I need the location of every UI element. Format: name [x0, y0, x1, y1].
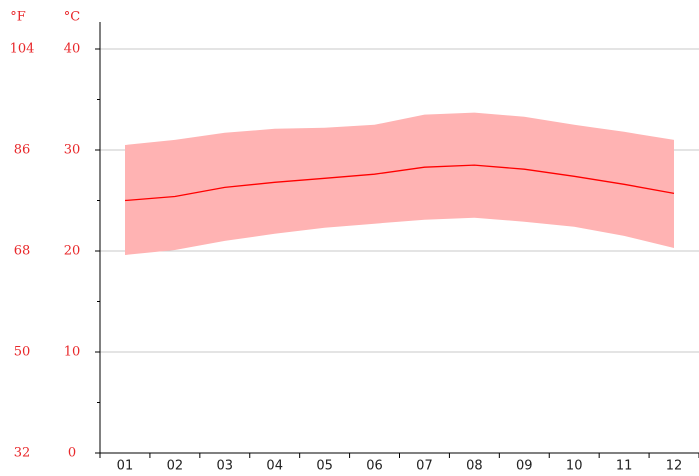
- y-tick-label: 0: [68, 446, 76, 461]
- x-tick-label: 04: [266, 459, 283, 474]
- x-tick-label: 12: [666, 459, 683, 474]
- y-tick-label: 40: [64, 42, 81, 57]
- y2-axis-label: °F: [10, 10, 26, 25]
- mean-line: [124, 164, 675, 202]
- y2-tick-label: 68: [14, 244, 31, 259]
- y2-tick-label: 50: [14, 345, 31, 360]
- y2-tick-label: 104: [10, 42, 35, 57]
- y-tick-label: 30: [64, 143, 81, 158]
- x-tick-label: 07: [416, 459, 433, 474]
- y-tick-label: 10: [64, 345, 81, 360]
- x-tick-label: 03: [217, 459, 234, 474]
- x-tick-label: 05: [316, 459, 333, 474]
- x-tick-label: 11: [616, 459, 633, 474]
- range-band: [125, 112, 674, 255]
- y-tick-label: 20: [64, 244, 81, 259]
- y2-tick-label: 86: [14, 143, 31, 158]
- x-tick-label: 06: [366, 459, 383, 474]
- y2-tick-label: 32: [14, 446, 31, 461]
- x-tick-label: 02: [167, 459, 184, 474]
- x-tick-label: 01: [117, 459, 134, 474]
- y-axis-label: °C: [64, 10, 81, 25]
- x-tick-label: 08: [466, 459, 483, 474]
- x-tick-label: 10: [566, 459, 583, 474]
- x-tick-label: 09: [516, 459, 533, 474]
